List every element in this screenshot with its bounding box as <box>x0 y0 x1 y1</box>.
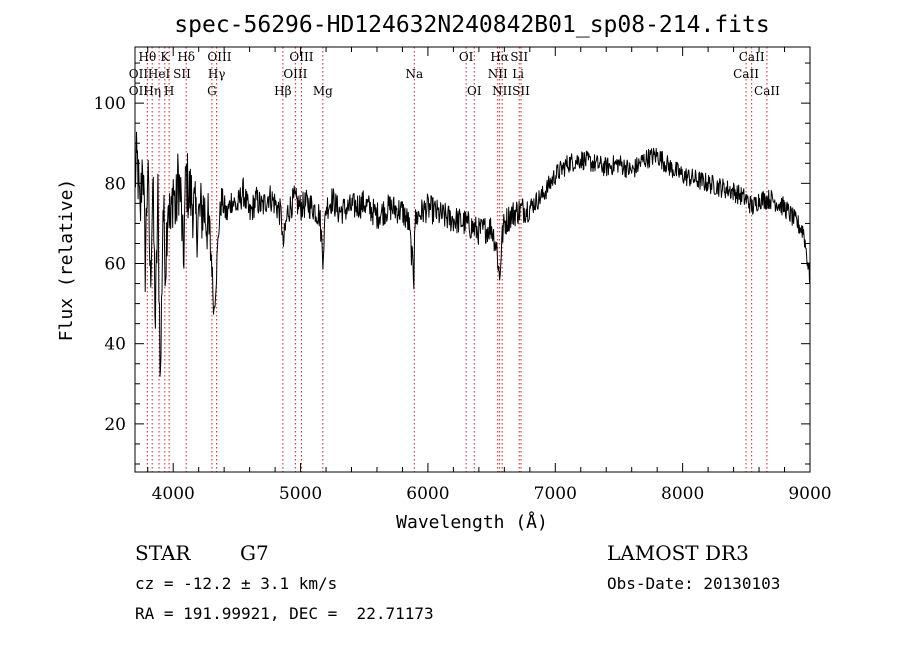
line-label-20: H <box>164 84 174 98</box>
y-tick-label: 20 <box>104 415 126 435</box>
x-axis-label: Wavelength (Å) <box>396 511 548 533</box>
y-tick-label: 40 <box>104 335 126 355</box>
spectrum-line <box>134 131 811 377</box>
spectral-line-markers <box>146 47 768 472</box>
line-label-13: OIII <box>283 67 307 81</box>
line-label-6: Hα <box>490 50 509 64</box>
y-tick-label: 100 <box>94 94 126 114</box>
line-label-5: OI <box>459 50 474 64</box>
line-label-24: OI <box>467 84 482 98</box>
line-label-10: HeI <box>148 67 171 81</box>
y-tick-label: 60 <box>104 255 126 275</box>
line-label-9: OII <box>129 67 149 81</box>
line-label-2: Hδ <box>177 50 195 64</box>
object-class: STAR <box>135 541 191 565</box>
line-label-12: Hγ <box>208 67 226 81</box>
axis-tick-labels: 4000 5000 6000 7000 8000 9000 20 40 60 80 100 <box>94 94 832 504</box>
line-label-22: Hβ <box>274 84 291 98</box>
line-label-16: Li <box>512 67 524 81</box>
x-tick-label: 6000 <box>406 484 449 504</box>
x-tick-label: 7000 <box>534 484 577 504</box>
line-label-21: G <box>207 84 217 98</box>
x-tick-label: 8000 <box>661 484 704 504</box>
line-label-0: Hθ <box>139 50 157 64</box>
object-subclass: G7 <box>240 541 269 565</box>
coordinates: RA = 191.99921, DEC = 22.71173 <box>135 604 434 623</box>
y-axis-label: Flux (relative) <box>56 179 77 342</box>
axis-ticks <box>135 47 811 472</box>
line-label-23: Mg <box>313 84 333 98</box>
line-label-27: CaII <box>754 84 780 98</box>
plot-frame <box>134 46 811 473</box>
x-tick-label: 4000 <box>152 484 195 504</box>
line-label-19: Hη <box>143 84 161 98</box>
x-tick-label: 9000 <box>788 484 831 504</box>
line-label-14: Na <box>405 67 423 81</box>
line-label-4: OIII <box>289 50 313 64</box>
redshift-cz: cz = -12.2 ± 3.1 km/s <box>135 574 337 593</box>
line-label-1: K <box>160 50 170 64</box>
line-label-3: OIII <box>207 50 231 64</box>
line-label-26: SII <box>512 84 530 98</box>
line-label-15: NII <box>488 67 508 81</box>
chart-title: spec-56296-HD124632N240842B01_sp08-214.f… <box>174 12 769 38</box>
line-label-8: CaII <box>739 50 765 64</box>
spectrum-plot <box>134 131 811 377</box>
survey-name: LAMOST DR3 <box>607 541 749 565</box>
line-label-18: OII <box>129 84 149 98</box>
line-label-7: SII <box>510 50 528 64</box>
y-tick-label: 80 <box>104 174 126 194</box>
x-tick-label: 5000 <box>279 484 322 504</box>
line-label-17: CaII <box>733 67 759 81</box>
observation-date: Obs-Date: 20130103 <box>607 574 780 593</box>
line-label-25: NII <box>492 84 512 98</box>
line-label-11: SII <box>173 67 191 81</box>
